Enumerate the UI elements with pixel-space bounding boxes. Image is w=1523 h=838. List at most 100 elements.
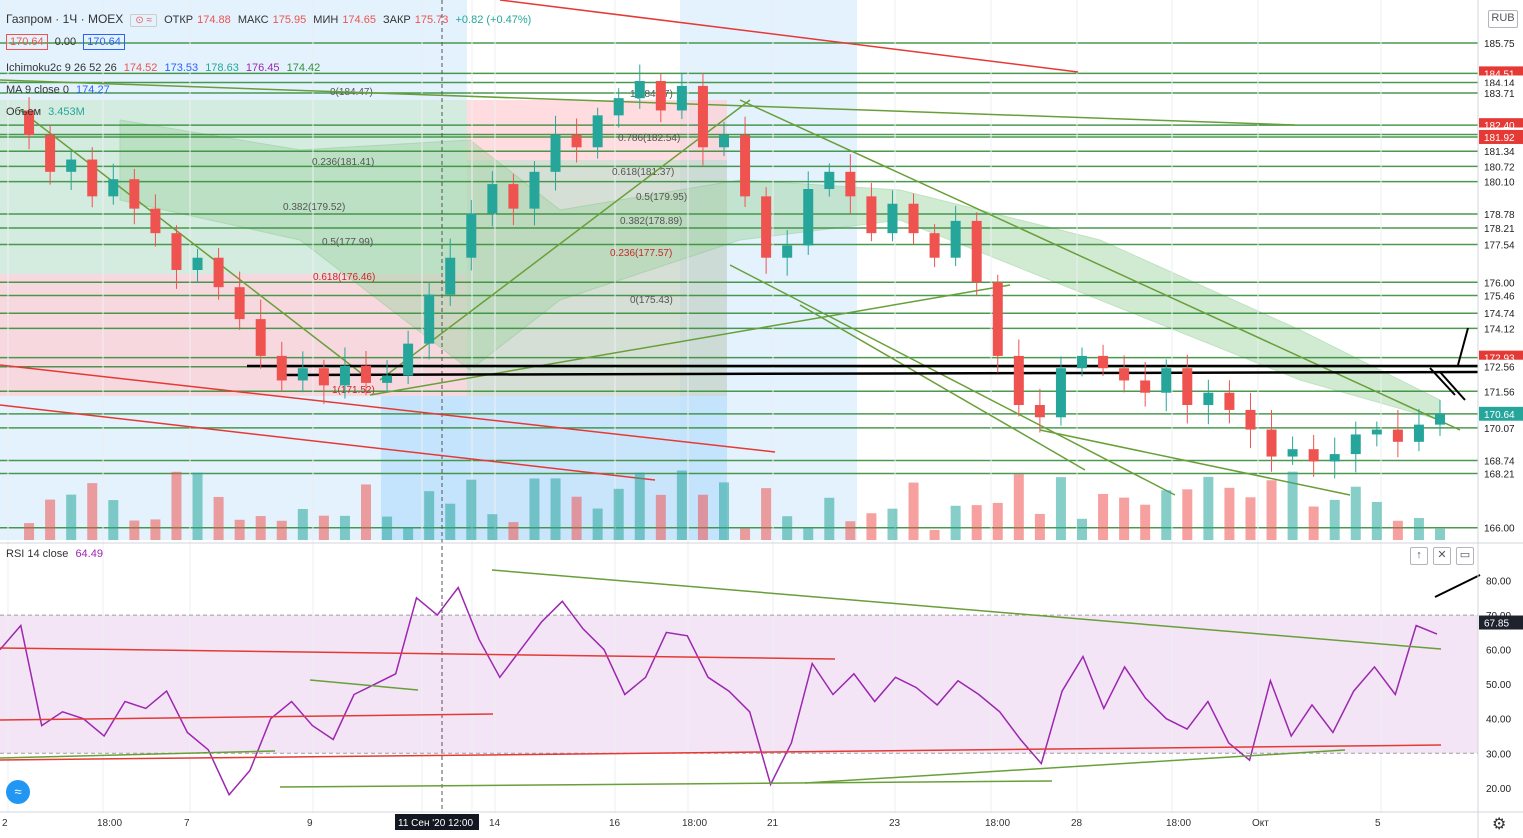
- price-axis-label: 174.74: [1484, 309, 1515, 320]
- fib-label: 0.236(181.41): [312, 157, 374, 168]
- candle-body: [508, 184, 519, 209]
- candle-body: [297, 368, 308, 381]
- volume-bar: [1203, 476, 1214, 540]
- candle-body: [613, 98, 624, 116]
- volume-bar: [297, 508, 308, 540]
- volume-bar: [129, 520, 140, 540]
- price-axis-label: 184.51: [1484, 69, 1515, 80]
- price-label-bg: [1479, 420, 1523, 435]
- price-axis-label: 183.71: [1484, 89, 1515, 100]
- volume-bar: [824, 497, 835, 540]
- candle-body: [361, 365, 371, 383]
- candle-body: [655, 81, 666, 111]
- volume-bar: [803, 527, 814, 540]
- candle-body: [719, 135, 729, 148]
- fib-label: 0.382(179.52): [283, 202, 345, 213]
- volume-bar: [719, 482, 729, 540]
- candle-body: [1287, 449, 1298, 457]
- candle-body: [192, 257, 203, 270]
- price-label-bg: [1479, 35, 1523, 50]
- symbol-title[interactable]: Газпром · 1Ч · MOEX: [6, 12, 124, 26]
- tradingview-logo-icon[interactable]: ≈: [6, 780, 30, 804]
- volume-legend[interactable]: Объем 3.453M: [6, 106, 89, 118]
- volume-bar: [592, 508, 603, 540]
- price-axis-label: 185.75: [1484, 39, 1515, 50]
- candle-body: [803, 189, 814, 246]
- volume-bar: [655, 494, 666, 540]
- volume-bar: [24, 523, 35, 540]
- price-axis-label: 175.46: [1484, 292, 1515, 303]
- rsi-line: [0, 585, 1438, 797]
- volume-bar: [1245, 497, 1256, 540]
- volume-bar: [866, 513, 877, 540]
- candle-body: [318, 368, 329, 386]
- time-axis-label: 18:00: [1166, 818, 1191, 829]
- volume-bar: [1077, 518, 1087, 540]
- candle-body: [213, 257, 224, 288]
- time-axis-label: 16: [609, 818, 621, 829]
- low-value: 174.65: [342, 14, 376, 26]
- candle-body: [1140, 380, 1151, 393]
- candle-body: [1350, 434, 1361, 455]
- rsi-trend-line: [0, 750, 276, 759]
- rsi-trend-line: [0, 713, 494, 721]
- currency-button[interactable]: RUB: [1488, 10, 1518, 28]
- close-icon[interactable]: ✕: [1433, 547, 1451, 565]
- volume-bar: [1329, 499, 1340, 540]
- settings-gear-icon[interactable]: ⚙: [1492, 816, 1507, 833]
- volume-bar: [318, 515, 329, 540]
- trend-line: [379, 99, 751, 381]
- candle-body: [1203, 392, 1214, 405]
- candle-body: [445, 257, 456, 295]
- candle-body: [234, 287, 245, 320]
- candle-body: [1034, 405, 1045, 418]
- ichimoku-legend[interactable]: Ichimoku2c 9 26 52 26 174.52 173.53 178.…: [6, 62, 324, 74]
- price-axis-label: 168.74: [1484, 456, 1515, 467]
- trend-line: [1039, 429, 1351, 496]
- candle-body: [529, 171, 540, 209]
- rsi-legend[interactable]: RSI 14 close 64.49: [6, 548, 107, 560]
- time-axis-label: Окт: [1252, 818, 1269, 829]
- price-label-bg: [1479, 174, 1523, 189]
- price-axis-label: 178.21: [1484, 224, 1515, 235]
- bid-box[interactable]: 170.64: [6, 34, 48, 50]
- arrow-annotation: [1429, 367, 1456, 396]
- high-value: 175.95: [272, 14, 307, 26]
- time-axis-label: 18:00: [985, 818, 1010, 829]
- candle-body: [1098, 355, 1109, 369]
- volume-name: Объем: [6, 106, 42, 118]
- candle-body: [403, 343, 414, 376]
- trend-line: [799, 304, 1086, 471]
- maximize-icon[interactable]: ▭: [1456, 547, 1474, 565]
- ma-legend[interactable]: MA 9 close 0 174.27: [6, 84, 114, 96]
- candle-body: [466, 213, 477, 258]
- price-label-bg: [1479, 406, 1523, 421]
- price-label-bg: [1479, 359, 1523, 374]
- trend-line: [19, 109, 371, 381]
- price-axis-label: 170.07: [1484, 424, 1515, 435]
- move-up-icon[interactable]: ↑: [1410, 547, 1428, 565]
- indicator-toggle-icon[interactable]: ⊙ ≈: [130, 14, 158, 27]
- volume-bar: [1055, 477, 1066, 540]
- volume-bar: [782, 516, 793, 540]
- rsi-axis-label: 60.00: [1486, 646, 1511, 657]
- price-axis-label: 182.40: [1484, 121, 1515, 132]
- volume-bar: [887, 508, 898, 540]
- volume-bar: [1224, 487, 1235, 540]
- candles: [24, 64, 1445, 479]
- fib-label: 0.786(182.54): [618, 133, 680, 144]
- candle-body: [592, 115, 603, 148]
- candle-body: [1055, 368, 1066, 418]
- volume-bar: [1140, 504, 1151, 540]
- rsi-axis-label: 40.00: [1486, 715, 1511, 726]
- ichimoku-v1: 174.52: [123, 62, 158, 74]
- rsi-trend-line: [309, 679, 419, 691]
- price-axis-label: 184.14: [1484, 78, 1515, 89]
- ask-box[interactable]: 170.64: [83, 34, 125, 50]
- price-axis-label: 180.72: [1484, 162, 1515, 173]
- volume-bar: [508, 522, 519, 540]
- price-label-bg: [1479, 144, 1523, 159]
- volume-bar: [1308, 506, 1319, 540]
- rsi-axis-label: 50.00: [1486, 680, 1511, 691]
